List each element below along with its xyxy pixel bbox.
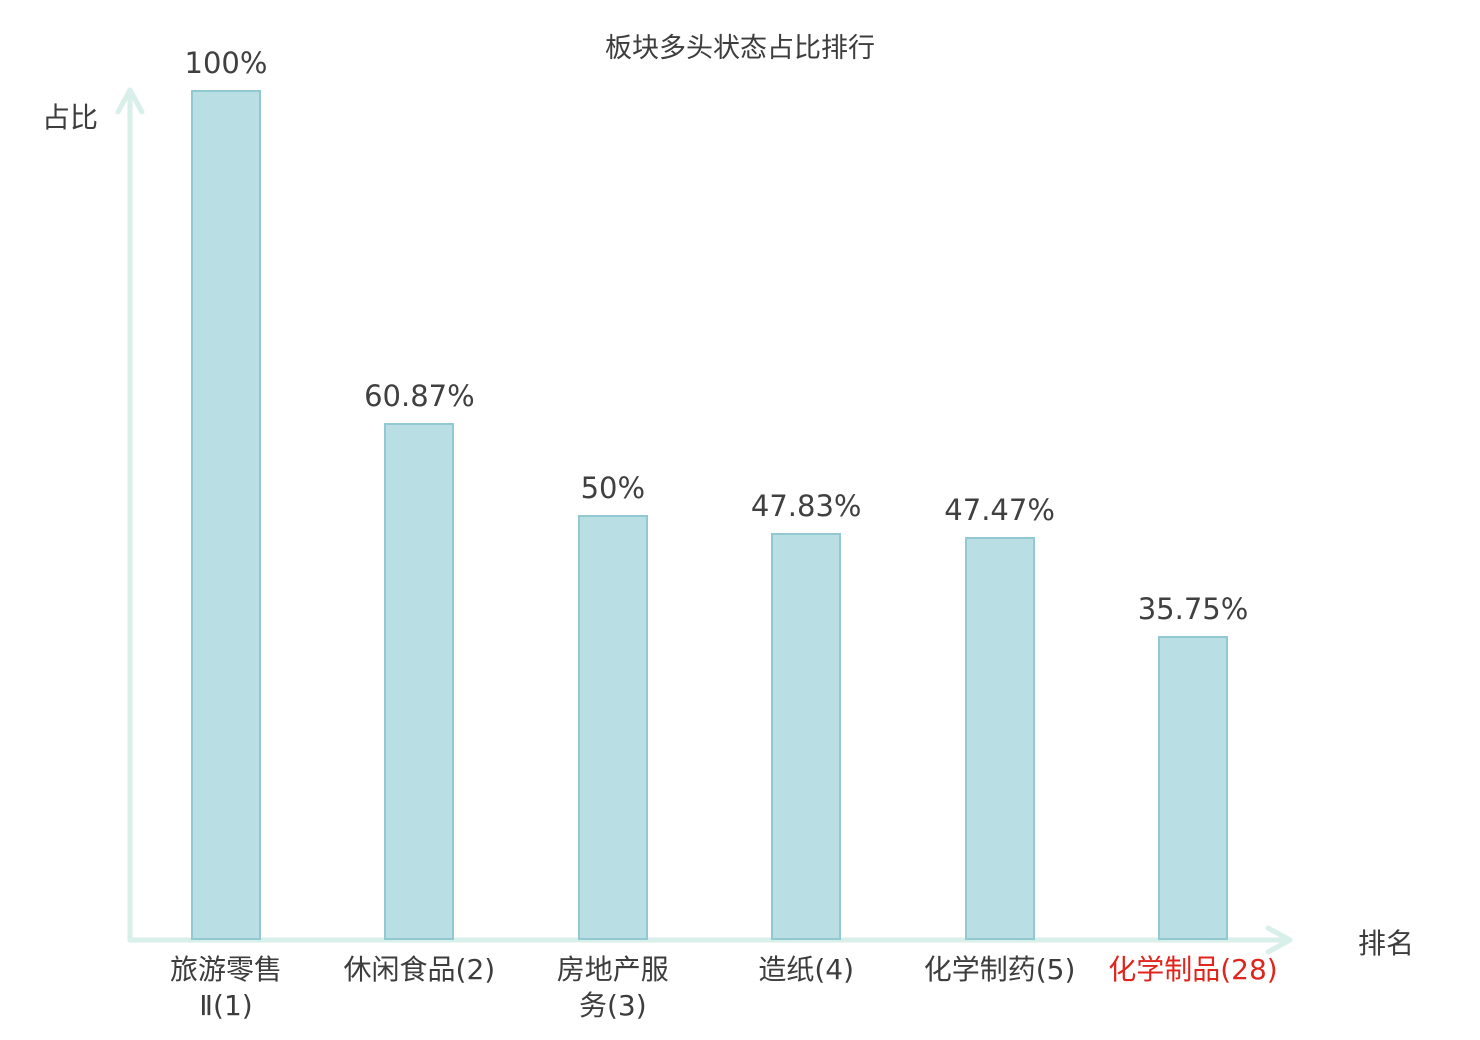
bar-group: 100% <box>136 46 316 940</box>
bar-value-label: 35.75% <box>1137 592 1249 627</box>
bar-value-label: 100% <box>184 46 268 80</box>
bar <box>771 533 842 940</box>
bar <box>384 422 455 940</box>
bar-value-label: 60.87% <box>364 378 475 413</box>
x-axis-arrow-icon <box>1265 925 1293 955</box>
y-axis-arrow-icon <box>115 87 145 115</box>
category-label: 旅游零售 Ⅱ(1) <box>169 953 282 1023</box>
category-label: 休闲食品(2) <box>343 953 496 986</box>
category-label: 化学制药(5) <box>923 953 1076 986</box>
category-label: 房地产服 务(3) <box>556 953 669 1023</box>
bar-value-label: 50% <box>580 471 646 505</box>
bar-group: 47.83% <box>716 489 896 940</box>
bar <box>577 515 648 940</box>
bar-group: 50% <box>523 471 703 940</box>
bar-group: 35.75% <box>1103 592 1283 940</box>
category-label-highlighted: 化学制品(28) <box>1108 953 1278 986</box>
category-label: 造纸(4) <box>758 953 855 986</box>
bar <box>964 536 1035 940</box>
bar-group: 47.47% <box>910 493 1090 940</box>
bar-value-label: 47.47% <box>944 492 1055 527</box>
chart-title: 板块多头状态占比排行 <box>605 33 875 64</box>
x-axis-label: 排名 <box>1358 927 1415 960</box>
bar-group: 60.87% <box>329 379 509 940</box>
y-axis-label: 占比 <box>42 101 99 134</box>
bar <box>1158 636 1228 940</box>
bar-value-label: 47.83% <box>750 489 862 524</box>
bar <box>191 90 261 940</box>
